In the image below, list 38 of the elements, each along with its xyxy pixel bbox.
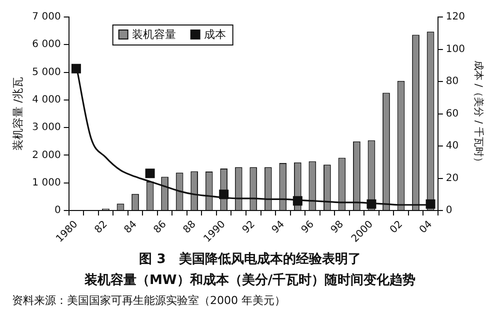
y-tick-label: 2 000 [32, 150, 61, 161]
x-tick-label: 94 [270, 218, 287, 236]
x-tick-label: 02 [388, 218, 405, 236]
y-axis-title: 装机容量 /兆瓦 [11, 77, 24, 150]
y-tick-label: 7 000 [32, 12, 61, 23]
x-tick-label: 88 [181, 218, 198, 236]
y-tick-label: 1 000 [32, 177, 61, 188]
y2-tick-label: 60 [446, 108, 459, 120]
point [426, 199, 436, 209]
legend-label: 装机容量 [132, 28, 176, 41]
legend-label: 成本 [204, 28, 226, 41]
point [71, 64, 81, 74]
y-tick-label: 0 [54, 205, 61, 216]
y-tick-label: 6 000 [32, 39, 61, 50]
x-tick-label: 92 [240, 218, 258, 236]
y2-axis-title: 成本 /（美分 / 千瓦时） [472, 60, 484, 167]
y2-tick-label: 0 [446, 205, 452, 216]
x-tick-label: 98 [329, 218, 346, 236]
x-tick-label: 82 [92, 218, 110, 236]
point [219, 190, 229, 200]
point [145, 168, 155, 178]
point [292, 196, 302, 206]
text: 资料来源：美国国家可再生能源实验室（2000 年美元） [12, 293, 286, 308]
x-tick-label: 04 [418, 218, 434, 236]
y2-tick-label: 20 [446, 172, 459, 184]
y2-tick-label: 100 [446, 44, 466, 55]
y-tick-label: 4 000 [32, 94, 61, 106]
y2-tick-label: 120 [446, 12, 466, 23]
y2-tick-label: 40 [446, 140, 459, 152]
x-tick-label: 84 [122, 218, 140, 236]
point [366, 199, 376, 209]
y-tick-label: 3 000 [32, 122, 61, 134]
y2-tick-label: 80 [446, 76, 459, 88]
x-tick-label: 96 [300, 218, 316, 236]
text: 装机容量（MW）和成本（美分/千瓦时）随时间变化趋势 [83, 272, 417, 289]
y-tick-label: 5 000 [32, 66, 61, 78]
text: 图 3 美国降低风电成本的经验表明了 [138, 250, 362, 268]
x-tick-label: 86 [152, 218, 169, 236]
